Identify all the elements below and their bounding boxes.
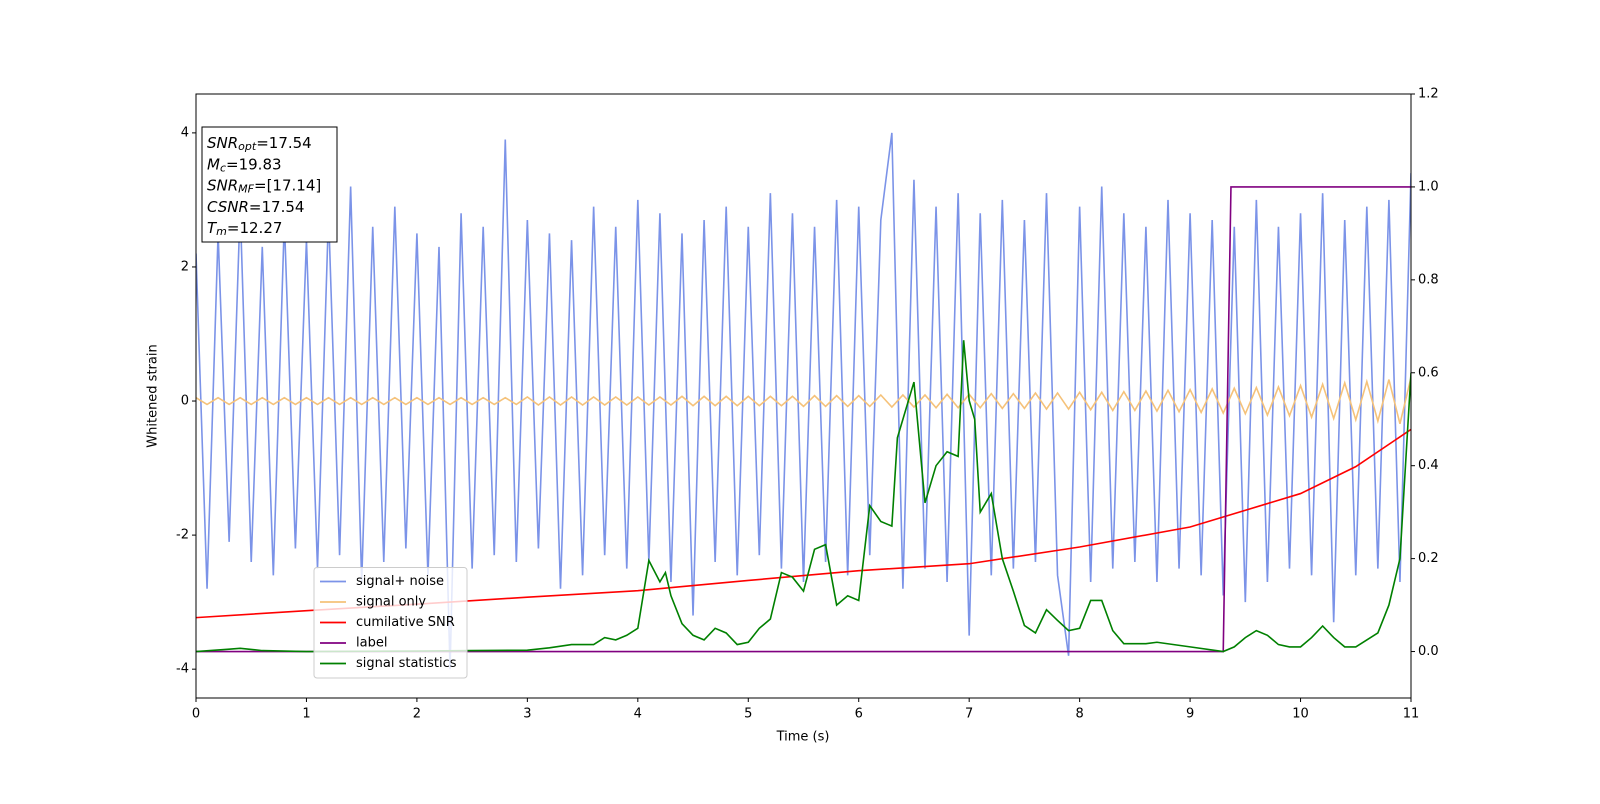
y-tick-label: 2 [181,259,189,274]
x-tick-label: 1 [302,707,310,722]
annotation-sub: MF [238,183,254,196]
legend-frame [313,567,468,679]
series-line [196,377,1411,425]
y-tick-label: 0 [181,394,189,409]
annotation-text: =19.83 [226,155,282,173]
y-tick-label: -2 [176,528,189,543]
y-tick-label: 4 [181,125,189,140]
annotation-sub: opt [238,140,257,153]
annotation-frame [201,126,338,243]
legend-label: signal only [356,595,426,610]
legend-label: signal statistics [356,656,457,671]
y2-tick-label: 0.8 [1418,272,1439,287]
x-tick-label: 7 [965,707,973,722]
series-line [196,186,1411,653]
annotation-sub: c [220,161,226,174]
annotation: CSNR=17.54 [207,197,304,215]
annotation-main: SNR [207,176,238,194]
y2-tick-label: 1.2 [1418,87,1439,102]
x-tick-label: 6 [855,707,863,722]
annotation-text: =17.54 [256,134,312,152]
x-tick-label: 8 [1075,707,1083,722]
y-axis-label: Whitened strain [146,344,161,447]
series-line [196,340,1411,653]
series-line [196,132,1411,670]
annotation-box: SNRopt=17.54Mc=19.83SNRMF=[17.14]CSNR=17… [201,126,338,243]
legend-label: cumilative SNR [356,615,455,630]
x-tick-label: 4 [634,707,642,722]
annotation-main: CSNR [207,197,249,215]
annotation-main: M [207,155,220,173]
x-axis-label: Time (s) [776,730,830,745]
x-tick-label: 3 [523,707,531,722]
annotation-main: T [207,219,218,237]
x-tick-label: 10 [1292,707,1309,722]
legend-label: label [356,636,387,651]
y-tick-label: -4 [176,662,189,677]
y2-tick-label: 0.2 [1418,551,1439,566]
y2-tick-label: 0.0 [1418,644,1439,659]
annotation: SNRMF=[17.14] [207,176,321,196]
annotation-text: =12.27 [227,219,283,237]
x-tick-label: 9 [1186,707,1194,722]
y2-tick-label: 0.4 [1418,458,1439,473]
annotation-text: =17.54 [249,197,305,215]
x-tick-label: 0 [192,707,200,722]
y2-tick-label: 0.6 [1418,365,1439,380]
plot-frame [195,93,1412,699]
annotation: SNRopt=17.54 [207,134,312,154]
legend: signal+ noise signal only cumilative SNR la… [313,567,468,679]
annotation: Mc=19.83 [207,155,282,175]
legend-label: signal+ noise [356,574,444,589]
x-tick-label: 11 [1403,707,1420,722]
x-tick-label: 2 [413,707,421,722]
annotation-sub: m [216,225,227,238]
annotation-text: =[17.14] [254,176,321,194]
y2-tick-label: 1.0 [1418,179,1439,194]
annotation: Tm=12.27 [207,219,282,239]
annotation-main: SNR [207,134,238,152]
x-tick-label: 5 [744,707,752,722]
